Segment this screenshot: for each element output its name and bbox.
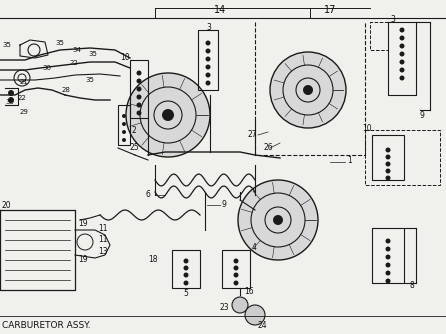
Ellipse shape (385, 279, 391, 284)
Ellipse shape (206, 48, 211, 53)
Ellipse shape (183, 266, 189, 271)
Text: 3: 3 (206, 22, 211, 31)
Ellipse shape (206, 80, 211, 86)
Text: 24: 24 (258, 321, 268, 330)
Bar (198, 30, 218, 90)
Ellipse shape (400, 67, 405, 72)
Text: 9: 9 (222, 199, 227, 208)
Ellipse shape (385, 255, 391, 260)
Ellipse shape (234, 259, 239, 264)
Ellipse shape (183, 273, 189, 278)
Text: 19: 19 (78, 256, 87, 265)
Text: 19: 19 (78, 219, 87, 228)
Text: 35: 35 (88, 51, 97, 57)
Text: 25: 25 (130, 144, 140, 153)
Text: 2: 2 (132, 126, 137, 135)
Text: 5: 5 (184, 289, 189, 298)
Ellipse shape (122, 122, 126, 126)
Ellipse shape (126, 73, 210, 157)
Text: 20: 20 (2, 201, 12, 210)
Ellipse shape (385, 271, 391, 276)
Ellipse shape (234, 266, 239, 271)
Ellipse shape (136, 95, 141, 100)
Ellipse shape (183, 281, 189, 286)
Bar (118, 105, 130, 145)
Text: 8: 8 (410, 282, 415, 291)
Ellipse shape (400, 27, 405, 32)
Text: 3: 3 (390, 14, 395, 23)
Ellipse shape (385, 168, 391, 173)
Text: 35: 35 (85, 77, 94, 83)
Ellipse shape (8, 90, 14, 96)
Ellipse shape (122, 114, 126, 118)
Text: 6: 6 (145, 189, 150, 198)
Ellipse shape (385, 238, 391, 243)
Ellipse shape (385, 175, 391, 180)
Text: 11: 11 (98, 223, 107, 232)
Ellipse shape (400, 75, 405, 80)
Ellipse shape (385, 263, 391, 268)
Ellipse shape (400, 59, 405, 64)
Ellipse shape (122, 130, 126, 134)
Ellipse shape (136, 70, 141, 75)
Ellipse shape (238, 180, 318, 260)
Text: 10: 10 (120, 52, 130, 61)
Ellipse shape (400, 51, 405, 56)
Text: 22: 22 (70, 60, 79, 66)
Bar (172, 250, 200, 288)
Text: 16: 16 (244, 288, 254, 297)
Ellipse shape (385, 148, 391, 153)
Text: 28: 28 (62, 87, 71, 93)
Text: 35: 35 (2, 42, 11, 48)
Bar (222, 250, 250, 288)
Ellipse shape (234, 273, 239, 278)
Text: 14: 14 (214, 5, 226, 15)
Bar (130, 60, 148, 118)
Ellipse shape (385, 155, 391, 160)
Bar (372, 228, 404, 283)
Text: 22: 22 (18, 95, 27, 101)
Ellipse shape (273, 215, 283, 225)
Bar (372, 135, 404, 180)
Text: 30: 30 (42, 65, 51, 71)
Ellipse shape (136, 78, 141, 84)
Ellipse shape (206, 64, 211, 69)
Ellipse shape (400, 35, 405, 40)
Ellipse shape (400, 43, 405, 48)
Ellipse shape (136, 111, 141, 116)
Text: 26: 26 (263, 143, 273, 152)
Ellipse shape (206, 72, 211, 77)
Text: 21: 21 (20, 79, 29, 85)
Ellipse shape (183, 259, 189, 264)
Ellipse shape (136, 87, 141, 92)
Text: 23: 23 (220, 304, 230, 313)
Text: 10: 10 (362, 124, 372, 133)
Text: 4: 4 (252, 243, 257, 253)
Ellipse shape (206, 56, 211, 61)
Text: 35: 35 (5, 99, 14, 105)
Text: 18: 18 (148, 256, 157, 265)
Text: 13: 13 (98, 247, 107, 257)
Ellipse shape (270, 52, 346, 128)
Text: 17: 17 (324, 5, 336, 15)
Ellipse shape (8, 97, 14, 103)
Text: 34: 34 (72, 47, 81, 53)
Text: 11: 11 (98, 235, 107, 244)
Ellipse shape (136, 103, 141, 108)
Ellipse shape (232, 297, 248, 313)
Ellipse shape (303, 85, 313, 95)
Ellipse shape (385, 162, 391, 167)
Ellipse shape (385, 246, 391, 252)
Ellipse shape (122, 138, 126, 142)
Text: 29: 29 (20, 109, 29, 115)
Ellipse shape (234, 281, 239, 286)
Text: 35: 35 (55, 40, 64, 46)
Ellipse shape (206, 40, 211, 45)
Text: CARBURETOR ASSY.: CARBURETOR ASSY. (2, 321, 91, 330)
Text: 1: 1 (347, 156, 352, 165)
Text: 9: 9 (420, 111, 425, 120)
Ellipse shape (245, 305, 265, 325)
Text: 27: 27 (247, 130, 256, 139)
Ellipse shape (162, 109, 174, 121)
